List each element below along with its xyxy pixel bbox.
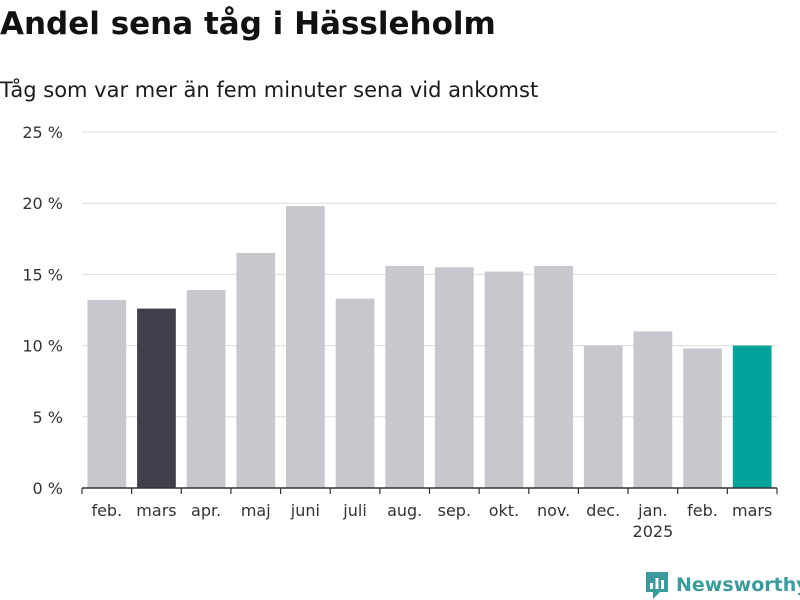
bar — [236, 253, 276, 488]
y-tick-label: 10 % — [22, 337, 63, 356]
bar — [385, 265, 425, 488]
chart-title: Andel sena tåg i Hässleholm — [0, 6, 496, 42]
bar — [484, 271, 524, 488]
x-tick-label: apr. — [191, 501, 221, 520]
bar — [87, 300, 127, 488]
x-tick-label: jan. — [637, 501, 667, 520]
bar — [335, 298, 375, 488]
grid-lines — [82, 131, 777, 418]
x-tick-label: mars — [136, 501, 176, 520]
bar — [732, 345, 772, 488]
y-tick-label: 5 % — [33, 408, 63, 427]
x-tick-label: sep. — [438, 501, 471, 520]
x-tick-label: juli — [342, 501, 366, 520]
x-tick-label: nov. — [537, 501, 570, 520]
newsworthy-logo-icon — [646, 572, 668, 599]
newsworthy-logo: Newsworthy — [644, 570, 800, 600]
bar — [137, 308, 176, 488]
x-axis-tick-labels: feb. mars apr. maj juni juli aug. sep. okt. nov. d… — [91, 501, 772, 541]
x-year-label: 2025 — [633, 522, 674, 541]
brand-name: Newsworthy — [676, 574, 800, 596]
x-axis — [81, 487, 778, 494]
x-tick-label: okt. — [489, 501, 519, 520]
chart-subtitle: Tåg som var mer än fem minuter sena vid … — [0, 78, 539, 102]
x-tick-label: juni — [290, 501, 320, 520]
bar — [434, 267, 474, 488]
x-tick-label: aug. — [387, 501, 422, 520]
y-tick-label: 20 % — [22, 194, 63, 213]
x-tick-label: dec. — [586, 501, 620, 520]
bar — [583, 345, 623, 488]
bar-chart: 0 %5 %10 %15 %20 %25 % feb. mars apr. maj ju… — [22, 123, 778, 541]
x-tick-label: feb. — [687, 501, 718, 520]
y-tick-label: 25 % — [22, 123, 63, 142]
y-tick-label: 15 % — [22, 265, 63, 284]
bar — [683, 348, 722, 488]
x-tick-label: feb. — [91, 501, 122, 520]
x-tick-label: mars — [732, 501, 772, 520]
bar — [534, 265, 573, 488]
y-tick-label: 0 % — [33, 479, 63, 498]
x-tick-label: maj — [241, 501, 271, 520]
bars — [87, 206, 772, 488]
bar — [186, 290, 226, 488]
bar — [633, 331, 673, 488]
y-axis-tick-labels: 0 % 5 % 10 % 15 % 20 % 25 % — [22, 123, 63, 498]
bar — [286, 206, 325, 488]
